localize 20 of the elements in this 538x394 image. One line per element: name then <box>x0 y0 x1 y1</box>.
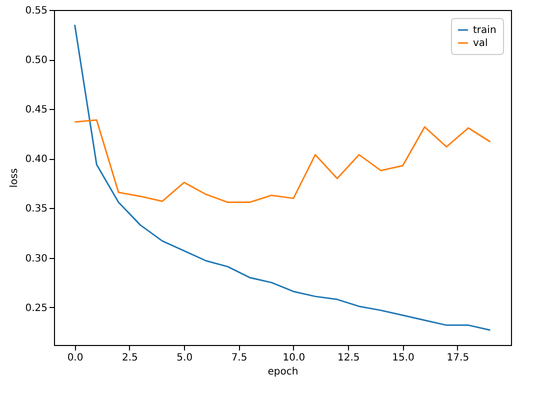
x-tick-label: 2.5 <box>122 352 138 364</box>
x-tick-label: 7.5 <box>231 352 248 364</box>
y-tick-label: 0.40 <box>25 154 48 166</box>
x-tick-label: 10.0 <box>282 352 306 364</box>
x-tick-label: 12.5 <box>337 352 360 364</box>
legend-label: train <box>473 25 496 36</box>
x-tick-label: 17.5 <box>446 352 470 364</box>
line-series <box>74 119 491 204</box>
y-tick-label: 0.50 <box>25 55 48 66</box>
y-tick-label: 0.35 <box>25 204 48 215</box>
x-tick-label: 0.0 <box>67 352 84 364</box>
x-tick-label: 5.0 <box>176 352 193 364</box>
y-tick-label: 0.25 <box>25 302 48 314</box>
y-tick-label: 0.55 <box>25 6 48 16</box>
y-tick-label: 0.30 <box>25 253 48 264</box>
x-tick-label: 15.0 <box>392 352 414 364</box>
y-axis-title: loss <box>9 168 20 188</box>
legend-label: val <box>473 38 488 49</box>
y-tick-label: 0.45 <box>25 104 48 116</box>
x-axis-title: epoch <box>268 366 298 378</box>
